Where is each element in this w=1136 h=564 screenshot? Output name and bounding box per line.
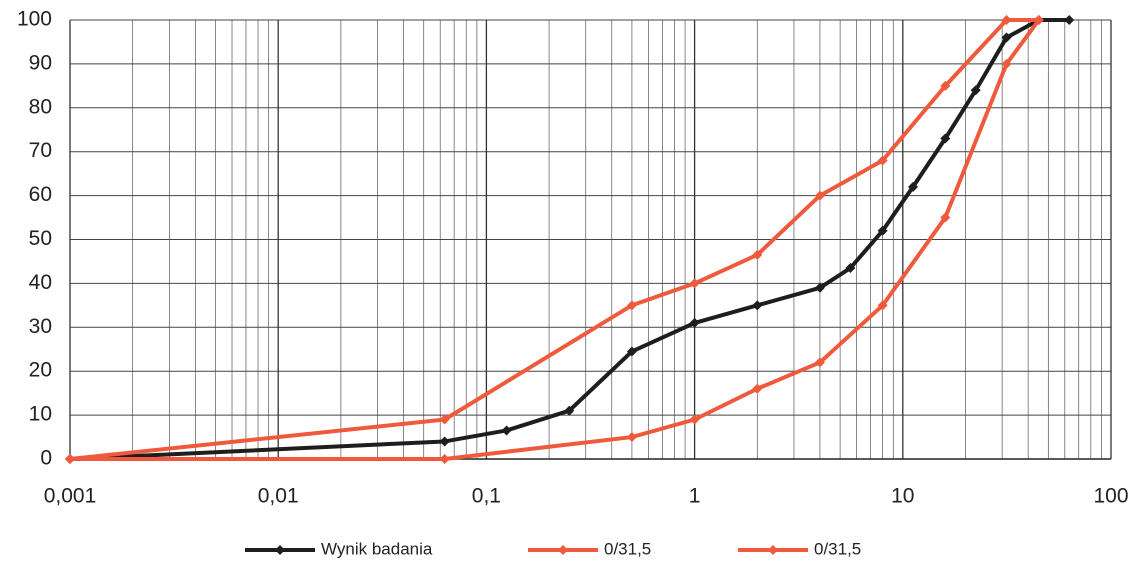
- y-tick-label: 40: [29, 271, 52, 294]
- data-point: [940, 133, 951, 144]
- x-tick-label: 100: [1093, 485, 1128, 508]
- data-point: [814, 190, 825, 201]
- data-point: [1001, 32, 1012, 43]
- data-point: [501, 425, 512, 436]
- data-point: [940, 80, 951, 91]
- data-point: [1064, 15, 1075, 25]
- x-tick-label: 10: [891, 485, 914, 508]
- data-point: [752, 383, 763, 394]
- data-point: [970, 85, 981, 96]
- data-point: [65, 454, 75, 464]
- series-line: [69, 18, 1070, 461]
- data-point: [1001, 15, 1012, 25]
- data-point: [689, 414, 700, 425]
- data-point: [877, 300, 888, 311]
- y-tick-label: 90: [29, 51, 52, 74]
- data-point: [626, 346, 637, 357]
- data-point: [814, 282, 825, 293]
- y-tick-label: 0: [40, 447, 52, 470]
- legend-marker: [275, 545, 285, 555]
- data-point: [752, 300, 763, 311]
- y-tick-label: 80: [29, 95, 52, 118]
- series-line: [70, 18, 1041, 461]
- legend-label: 0/31,5: [604, 539, 651, 558]
- data-point: [752, 249, 763, 260]
- data-point: [1001, 58, 1012, 69]
- data-point: [940, 212, 951, 223]
- data-point: [439, 436, 450, 447]
- data-point: [439, 454, 450, 464]
- data-point: [845, 263, 856, 274]
- x-tick-label: 0,1: [472, 485, 501, 508]
- data-point: [564, 405, 575, 416]
- legend-marker: [558, 545, 568, 555]
- data-point: [626, 300, 637, 311]
- x-tick-label: 0,001: [44, 485, 97, 508]
- data-point: [626, 432, 637, 443]
- y-tick-label: 50: [29, 227, 52, 250]
- data-point: [908, 181, 919, 192]
- legend-label: 0/31,5: [814, 539, 861, 558]
- y-tick-label: 10: [29, 403, 52, 426]
- y-tick-label: 60: [29, 183, 52, 206]
- x-tick-label: 1: [689, 485, 701, 508]
- data-point: [439, 414, 450, 425]
- x-tick-label: 0,01: [258, 485, 299, 508]
- data-point: [814, 357, 825, 368]
- data-point: [689, 278, 700, 289]
- data-point: [1033, 15, 1044, 25]
- legend-marker: [768, 545, 778, 555]
- legend-label: Wynik badania: [321, 539, 433, 558]
- y-tick-label: 20: [29, 359, 52, 382]
- series-line: [69, 18, 1039, 461]
- data-point: [689, 317, 700, 328]
- y-tick-label: 70: [29, 139, 52, 162]
- y-tick-label: 30: [29, 315, 52, 338]
- data-point: [877, 225, 888, 236]
- y-tick-label: 100: [17, 8, 52, 31]
- data-point: [877, 155, 888, 166]
